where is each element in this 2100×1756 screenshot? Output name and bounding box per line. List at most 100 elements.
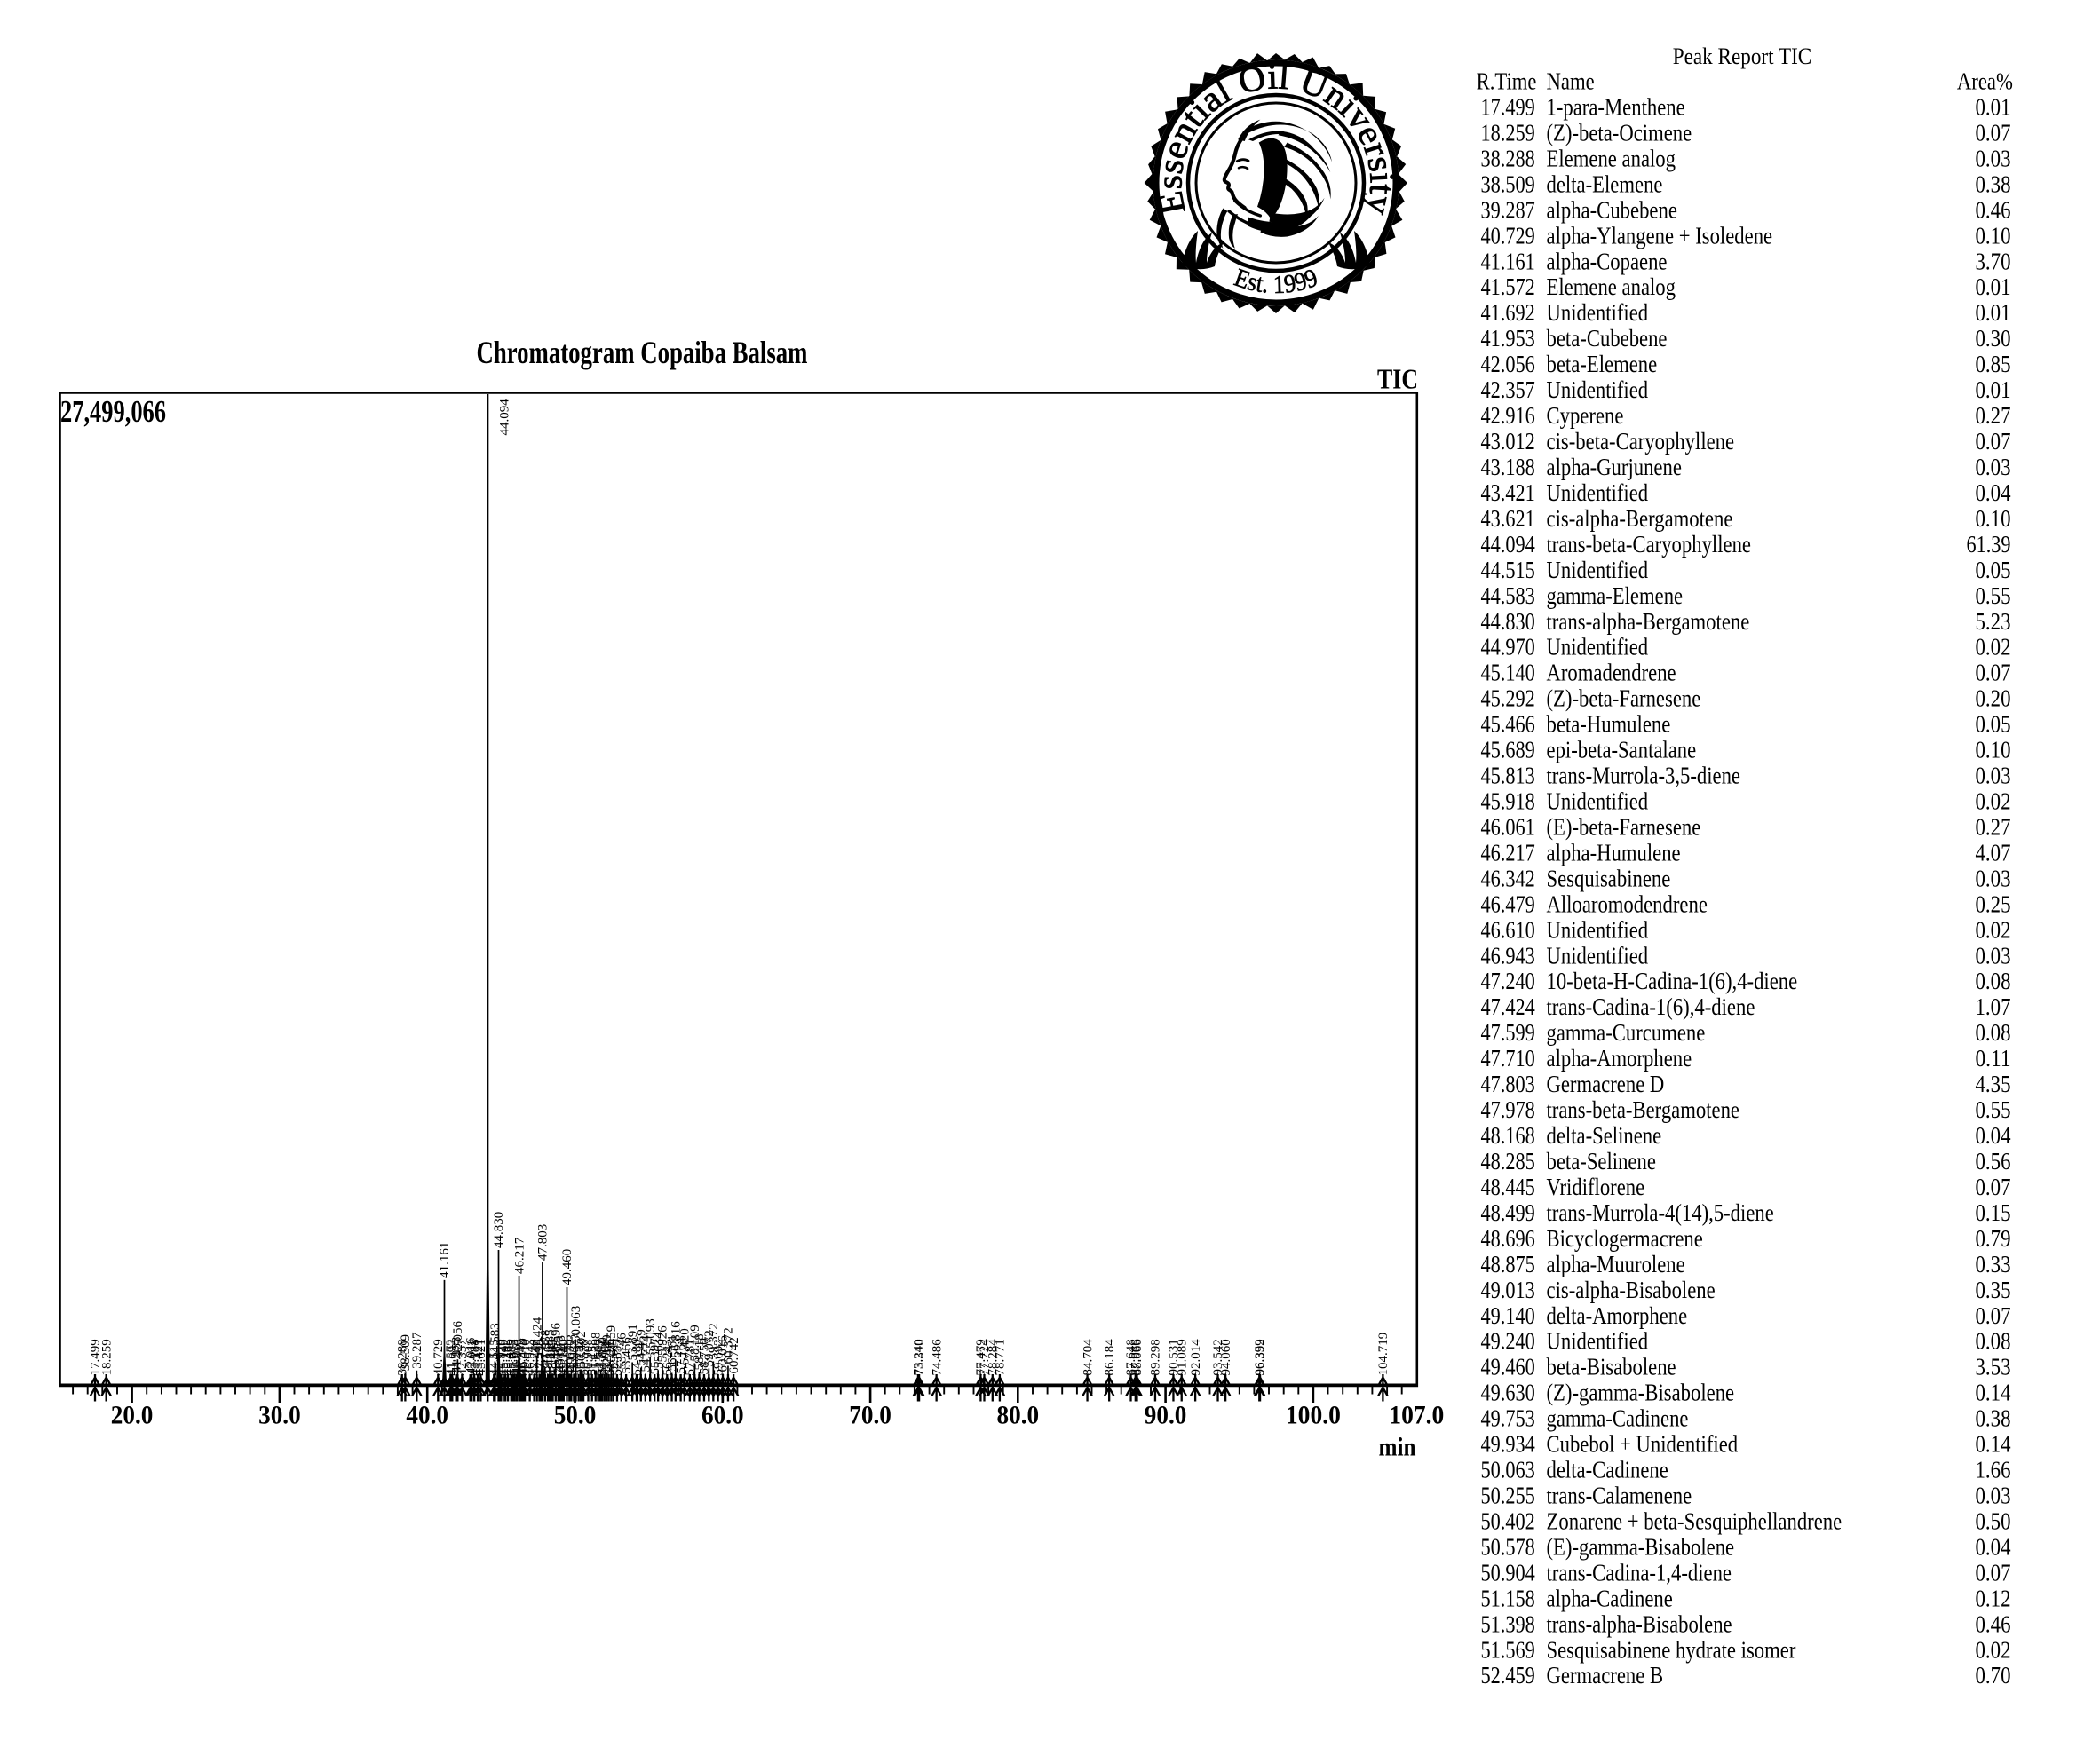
svg-text:47.978: 47.978	[1481, 1096, 1535, 1123]
svg-text:87.966: 87.966	[1129, 1339, 1144, 1376]
svg-text:Unidentified: Unidentified	[1547, 634, 1649, 660]
svg-text:49.630: 49.630	[1481, 1380, 1535, 1406]
svg-text:17.499: 17.499	[1481, 94, 1535, 121]
svg-text:60.742: 60.742	[727, 1337, 741, 1373]
svg-text:cis-beta-Caryophyllene: cis-beta-Caryophyllene	[1547, 428, 1735, 455]
svg-text:0.05: 0.05	[1976, 557, 2011, 583]
svg-text:42.357: 42.357	[456, 1339, 470, 1376]
svg-text:50.255: 50.255	[572, 1339, 586, 1375]
svg-text:0.07: 0.07	[1976, 1174, 2011, 1200]
svg-text:42.357: 42.357	[1481, 376, 1535, 403]
svg-text:48.285: 48.285	[1481, 1148, 1535, 1175]
svg-text:60.016: 60.016	[717, 1335, 731, 1372]
svg-text:43.621: 43.621	[1481, 505, 1535, 532]
svg-text:50.0: 50.0	[554, 1401, 597, 1430]
svg-text:0.04: 0.04	[1976, 1533, 2011, 1560]
svg-text:46.610: 46.610	[1481, 916, 1535, 943]
svg-text:90.531: 90.531	[1167, 1339, 1181, 1375]
svg-text:50.578: 50.578	[1481, 1533, 1535, 1560]
svg-text:trans-Cadina-1(6),4-diene: trans-Cadina-1(6),4-diene	[1547, 993, 1755, 1020]
svg-text:alpha-Gurjunene: alpha-Gurjunene	[1547, 454, 1682, 480]
svg-text:52.855: 52.855	[611, 1339, 625, 1375]
svg-text:min: min	[1379, 1433, 1416, 1462]
svg-text:52.296: 52.296	[602, 1339, 616, 1376]
svg-text:49.013: 49.013	[1481, 1277, 1535, 1303]
svg-text:48.168: 48.168	[542, 1339, 556, 1375]
svg-text:48.168: 48.168	[1481, 1122, 1535, 1149]
svg-text:alpha-Cadinene: alpha-Cadinene	[1547, 1585, 1673, 1611]
svg-text:Bicyclogermacrene: Bicyclogermacrene	[1547, 1225, 1703, 1252]
svg-text:54.469: 54.469	[635, 1329, 649, 1365]
svg-text:0.07: 0.07	[1976, 1559, 2011, 1586]
svg-text:44.830: 44.830	[1481, 608, 1535, 635]
svg-text:trans-beta-Caryophyllene: trans-beta-Caryophyllene	[1547, 531, 1752, 558]
svg-text:Unidentified: Unidentified	[1547, 942, 1649, 969]
svg-text:Elemene analog: Elemene analog	[1547, 145, 1676, 171]
svg-text:43.012: 43.012	[465, 1339, 479, 1375]
svg-text:47.803: 47.803	[1481, 1071, 1535, 1097]
svg-text:39.287: 39.287	[410, 1332, 424, 1369]
svg-text:0.02: 0.02	[1976, 1636, 2011, 1663]
svg-text:59.372: 59.372	[707, 1323, 721, 1359]
svg-text:45.140: 45.140	[1481, 660, 1535, 686]
svg-text:46.610: 46.610	[519, 1339, 533, 1375]
svg-text:44.830: 44.830	[492, 1212, 506, 1248]
svg-text:0.04: 0.04	[1976, 479, 2011, 506]
svg-text:0.02: 0.02	[1976, 788, 2011, 815]
svg-text:Area%: Area%	[1957, 68, 2013, 95]
svg-text:delta-Amorphene: delta-Amorphene	[1547, 1302, 1688, 1329]
svg-text:TIC: TIC	[1377, 363, 1418, 395]
svg-text:41.953: 41.953	[1481, 325, 1535, 352]
svg-text:41.692: 41.692	[1481, 299, 1535, 326]
svg-text:59.692: 59.692	[711, 1339, 725, 1375]
svg-text:delta-Cadinene: delta-Cadinene	[1547, 1457, 1668, 1483]
svg-text:51.158: 51.158	[585, 1339, 599, 1375]
svg-text:Zonarene + beta-Sesquiphelland: Zonarene + beta-Sesquiphellandrene	[1547, 1508, 1842, 1535]
svg-text:44.094: 44.094	[498, 399, 512, 436]
svg-text:Vridiflorene: Vridiflorene	[1547, 1174, 1645, 1200]
svg-text:0.27: 0.27	[1976, 814, 2011, 841]
svg-text:beta-Selinene: beta-Selinene	[1547, 1148, 1656, 1175]
svg-text:alpha-Muurolene: alpha-Muurolene	[1547, 1251, 1685, 1277]
svg-text:41.572: 41.572	[1481, 273, 1535, 300]
svg-text:0.08: 0.08	[1976, 968, 2011, 994]
svg-text:0.03: 0.03	[1976, 454, 2011, 480]
svg-text:48.875: 48.875	[552, 1336, 567, 1372]
svg-text:92.014: 92.014	[1189, 1339, 1203, 1376]
svg-text:Sesquisabinene: Sesquisabinene	[1547, 865, 1671, 891]
svg-text:43.621: 43.621	[474, 1339, 488, 1375]
svg-text:47.710: 47.710	[535, 1339, 549, 1375]
svg-text:93.542: 93.542	[1211, 1339, 1225, 1375]
svg-text:47.599: 47.599	[1481, 1019, 1535, 1046]
svg-text:50.578: 50.578	[577, 1339, 591, 1375]
svg-text:3.53: 3.53	[1976, 1354, 2011, 1380]
svg-text:45.689: 45.689	[505, 1339, 519, 1375]
svg-text:0.15: 0.15	[1976, 1199, 2011, 1226]
svg-text:51.569: 51.569	[591, 1339, 606, 1375]
svg-text:0.04: 0.04	[1976, 1122, 2011, 1149]
svg-text:trans-Calamenene: trans-Calamenene	[1547, 1483, 1692, 1509]
svg-text:4.35: 4.35	[1976, 1071, 2011, 1097]
svg-text:41.161: 41.161	[1481, 248, 1535, 274]
svg-text:17.499: 17.499	[89, 1339, 103, 1375]
svg-text:84.704: 84.704	[1081, 1339, 1095, 1376]
svg-text:gamma-Cadinene: gamma-Cadinene	[1547, 1405, 1689, 1432]
svg-text:0.70: 0.70	[1976, 1662, 2011, 1689]
svg-text:53.891: 53.891	[626, 1324, 640, 1360]
svg-text:(E)-beta-Farnesene: (E)-beta-Farnesene	[1547, 814, 1701, 841]
svg-text:0.11: 0.11	[1976, 1045, 2011, 1072]
svg-text:0.38: 0.38	[1976, 1405, 2011, 1432]
svg-text:57.164: 57.164	[674, 1337, 688, 1374]
svg-text:57.420: 57.420	[678, 1328, 693, 1364]
svg-text:73.240: 73.240	[912, 1339, 926, 1375]
svg-text:77.479: 77.479	[974, 1339, 988, 1375]
svg-text:91.089: 91.089	[1175, 1339, 1189, 1375]
svg-text:48.696: 48.696	[550, 1322, 564, 1359]
svg-text:57.781: 57.781	[684, 1339, 698, 1375]
svg-text:0.07: 0.07	[1976, 428, 2011, 455]
svg-text:52.611: 52.611	[607, 1337, 622, 1373]
svg-text:44.094: 44.094	[1481, 531, 1536, 558]
svg-text:44.515: 44.515	[487, 1339, 502, 1375]
svg-text:52.149: 52.149	[600, 1334, 614, 1371]
svg-text:42.916: 42.916	[464, 1337, 478, 1374]
